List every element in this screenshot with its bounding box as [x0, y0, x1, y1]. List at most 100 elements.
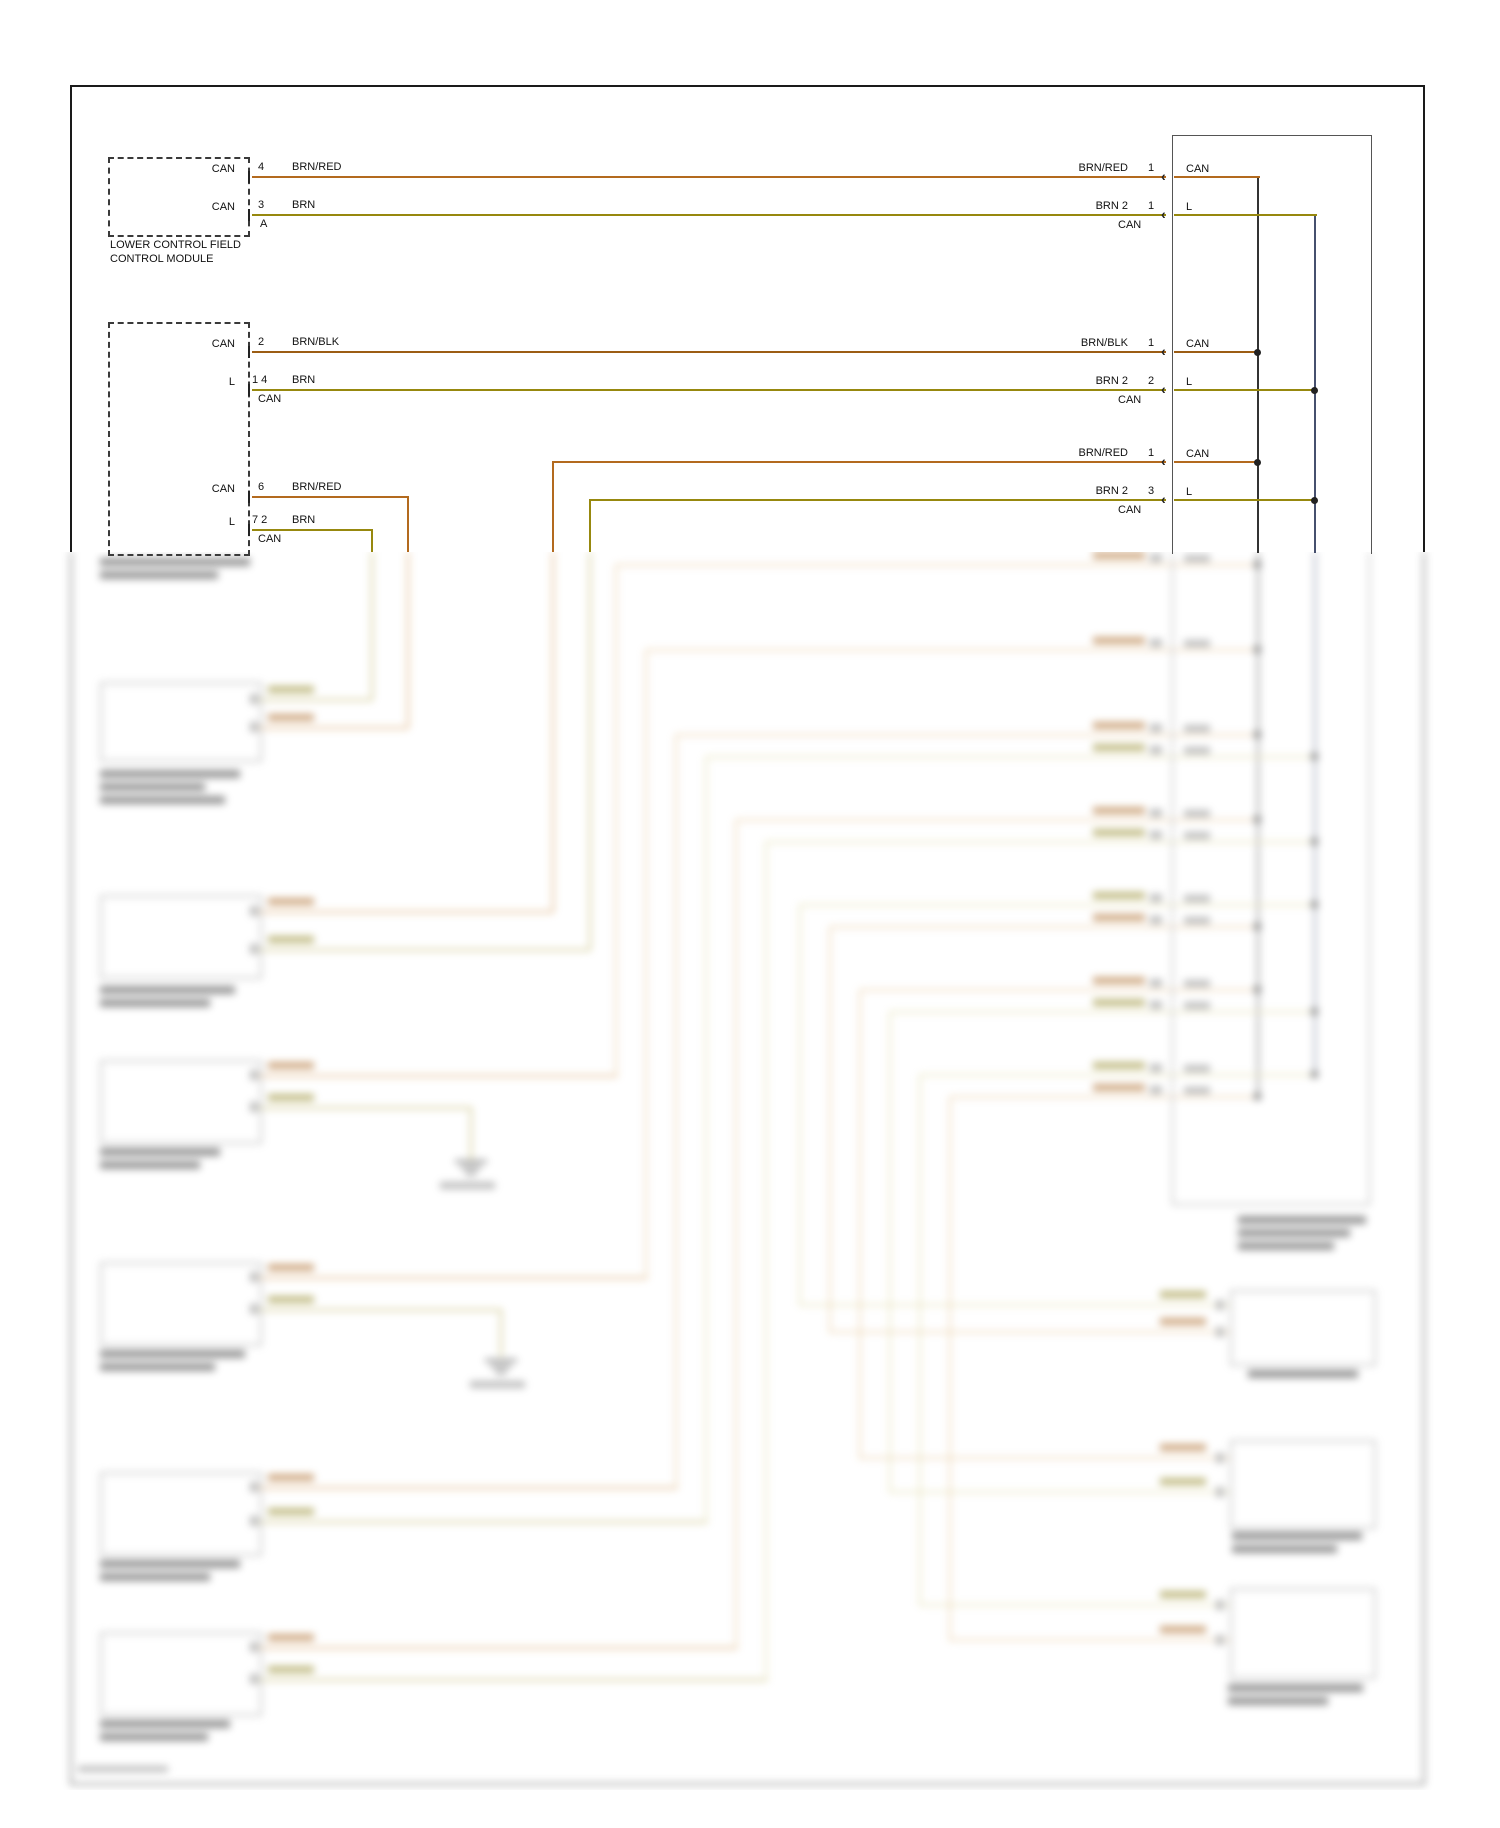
blurred-shape — [1150, 746, 1162, 754]
junction-dot — [1311, 497, 1318, 504]
wire-label: BRN/RED — [292, 161, 342, 173]
blurred-shape — [268, 1264, 314, 1271]
wire-segment — [371, 529, 373, 552]
blurred-shape — [258, 1647, 738, 1649]
junction-dot — [1311, 387, 1318, 394]
wire-segment — [252, 389, 1166, 391]
blurred-shape — [1184, 917, 1210, 924]
blurred-shape — [466, 1172, 476, 1175]
blurred-shape — [829, 927, 831, 1333]
blurred-shape — [258, 699, 372, 701]
blurred-shape — [1160, 1318, 1206, 1325]
blurred-shape — [1311, 1071, 1318, 1078]
blurred-shape — [258, 1075, 618, 1077]
blurred-shape — [70, 552, 72, 1785]
blurred-shape — [1311, 838, 1318, 845]
blurred-module-box — [100, 1262, 262, 1346]
blurred-shape — [1093, 637, 1145, 644]
blurred-shape — [890, 1491, 1230, 1493]
blurred-shape — [1174, 926, 1258, 928]
frame-left — [70, 85, 72, 552]
wire-segment — [552, 461, 554, 552]
blurred-shape — [500, 1309, 502, 1357]
second-control-module-box — [108, 322, 250, 556]
blurred-shape — [1184, 1065, 1210, 1072]
wire-arrow-icon: ‹ — [1161, 491, 1166, 507]
bus-label: L — [1186, 201, 1193, 213]
blurred-shape — [1150, 809, 1162, 817]
blurred-shape — [1216, 1635, 1224, 1645]
blurred-shape — [1174, 649, 1258, 651]
frame-right — [1423, 85, 1425, 552]
blurred-shape — [830, 1331, 1230, 1333]
blurred-shape — [258, 1107, 472, 1109]
blurred-shape — [1232, 1532, 1362, 1540]
blurred-shape — [1174, 756, 1317, 758]
blurred-shape — [250, 1642, 258, 1652]
blurred-shape — [1216, 1453, 1224, 1463]
junction-dot — [1254, 459, 1261, 466]
blurred-shape — [1174, 1074, 1317, 1076]
blurred-shape — [860, 989, 1172, 991]
blurred-shape — [100, 770, 240, 778]
wire-arrow-icon: ‹ — [1161, 381, 1166, 397]
blurred-shape — [1238, 1216, 1366, 1224]
pin-number: 3 — [258, 199, 265, 211]
wire-segment — [589, 499, 1166, 501]
blurred-shape — [1254, 646, 1261, 653]
blurred-shape — [552, 552, 554, 912]
blurred-shape — [1184, 747, 1210, 754]
pin-tick — [248, 346, 250, 358]
blurred-shape — [1150, 831, 1162, 839]
pin-label: CAN — [211, 483, 235, 495]
blurred-shape — [1314, 552, 1316, 1077]
wire-segment — [1174, 499, 1317, 501]
blurred-shape — [1150, 724, 1162, 732]
lower-control-module-box — [108, 157, 250, 237]
blurred-shape — [890, 1011, 1172, 1013]
blurred-shape — [491, 1365, 511, 1368]
blurred-shape — [268, 714, 314, 721]
blurred-shape — [1184, 832, 1210, 839]
blurred-shape — [949, 1097, 951, 1641]
pin-number: 1 — [1148, 447, 1155, 459]
blurred-shape — [250, 1102, 258, 1112]
blurred-shape — [1174, 819, 1258, 821]
wire-segment — [1174, 351, 1260, 353]
blurred-shape — [1174, 734, 1258, 736]
blurred-shape — [1172, 1204, 1370, 1205]
blurred-shape — [1254, 731, 1261, 738]
blurred-shape — [100, 1363, 215, 1371]
blurred-shape — [100, 1350, 245, 1358]
wire-label: BRN 2 — [1095, 200, 1128, 212]
blurred-shape — [258, 1679, 768, 1681]
blurred-shape — [706, 756, 1172, 758]
blurred-shape — [268, 1474, 314, 1481]
blurred-shape — [268, 1634, 314, 1641]
pin-number: 1 — [1148, 337, 1155, 349]
bus-label: L — [1186, 376, 1193, 388]
wire-arrow-icon: ‹ — [1161, 453, 1166, 469]
pin-number: 7 2 — [252, 514, 268, 526]
blurred-shape — [1184, 640, 1210, 647]
blurred-shape — [1238, 1229, 1350, 1237]
blurred-shape — [250, 1272, 258, 1282]
blurred-shape — [1216, 1487, 1224, 1497]
blurred-shape — [1174, 1096, 1258, 1098]
pin-label: CAN — [211, 338, 235, 350]
blurred-shape — [1093, 829, 1145, 836]
blurred-shape — [859, 990, 861, 1459]
can-bus-line — [1257, 176, 1259, 553]
connector-label: CAN — [258, 393, 282, 405]
blurred-shape — [371, 552, 373, 700]
blurred-shape — [1311, 1008, 1318, 1015]
connector-label: CAN — [1118, 394, 1142, 406]
blurred-shape — [1184, 555, 1210, 562]
wire-segment — [407, 496, 409, 552]
blurred-shape — [268, 1508, 314, 1515]
blurred-shape — [800, 904, 1172, 906]
blurred-shape — [920, 1604, 1230, 1606]
blurred-shape — [268, 1062, 314, 1069]
blurred-shape — [1150, 1064, 1162, 1072]
